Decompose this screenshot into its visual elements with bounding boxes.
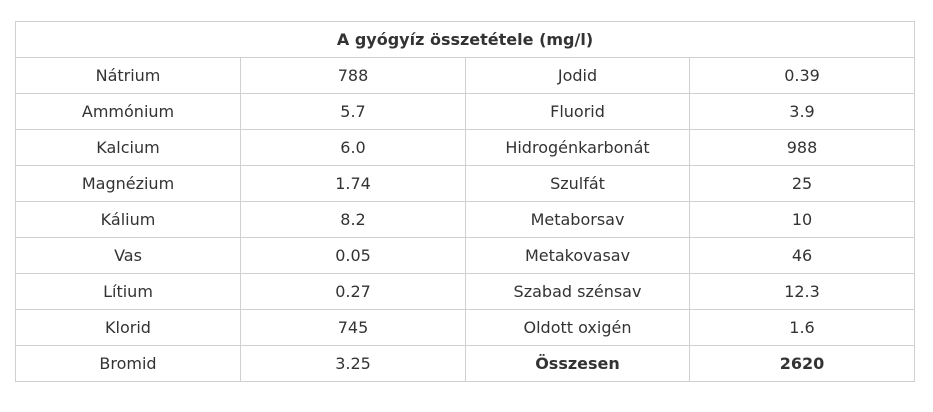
- element-name: Metaborsav: [465, 201, 690, 238]
- element-name: Nátrium: [15, 57, 241, 94]
- table-row: Kalcium 6.0 Hidrogénkarbonát 988: [15, 129, 916, 166]
- element-value: 6.0: [240, 129, 466, 166]
- table-row: Ammónium 5.7 Fluorid 3.9: [15, 93, 916, 130]
- element-name: Jodid: [465, 57, 690, 94]
- element-value: 745: [240, 309, 466, 346]
- element-value: 988: [688, 129, 916, 166]
- element-value: 12.3: [688, 273, 916, 310]
- element-value: 3.9: [688, 93, 916, 130]
- element-name: Összesen: [465, 345, 690, 382]
- element-name: Ammónium: [15, 93, 241, 130]
- table-body: Nátrium 788 Jodid 0.39 Ammónium 5.7 Fluorid 3.9…: [15, 57, 916, 382]
- table-row: Magnézium 1.74 Szulfát 25: [15, 165, 916, 202]
- element-value: 788: [240, 57, 466, 94]
- element-name: Magnézium: [15, 165, 241, 202]
- element-value: 3.25: [240, 345, 466, 382]
- element-value: 2620: [688, 345, 916, 382]
- table-title: A gyógyíz összetétele (mg/l): [14, 21, 916, 58]
- table-row: Nátrium 788 Jodid 0.39: [15, 57, 916, 94]
- table-row: Lítium 0.27 Szabad szénsav 12.3: [15, 273, 916, 310]
- composition-table: A gyógyíz összetétele (mg/l) Nátrium 788 J…: [14, 21, 916, 382]
- element-name: Lítium: [15, 273, 241, 310]
- table-row: Klorid 745 Oldott oxigén 1.6: [15, 309, 916, 346]
- element-name: Szulfát: [465, 165, 690, 202]
- element-value: 5.7: [240, 93, 466, 130]
- element-name: Vas: [15, 237, 241, 274]
- table-row: Vas 0.05 Metakovasav 46: [15, 237, 916, 274]
- element-name: Hidrogénkarbonát: [465, 129, 690, 166]
- element-name: Fluorid: [465, 93, 690, 130]
- element-name: Metakovasav: [465, 237, 690, 274]
- element-name: Klorid: [15, 309, 241, 346]
- table-row: Bromid 3.25 Összesen 2620: [15, 345, 916, 382]
- element-value: 25: [688, 165, 916, 202]
- element-value: 46: [688, 237, 916, 274]
- element-value: 0.05: [240, 237, 466, 274]
- element-name: Oldott oxigén: [465, 309, 690, 346]
- element-value: 0.27: [240, 273, 466, 310]
- element-name: Kálium: [15, 201, 241, 238]
- element-name: Bromid: [15, 345, 241, 382]
- element-value: 10: [688, 201, 916, 238]
- element-value: 0.39: [688, 57, 916, 94]
- element-name: Kalcium: [15, 129, 241, 166]
- title-row: A gyógyíz összetétele (mg/l): [14, 21, 916, 58]
- element-name: Szabad szénsav: [465, 273, 690, 310]
- element-value: 1.74: [240, 165, 466, 202]
- element-value: 8.2: [240, 201, 466, 238]
- table-container: A gyógyíz összetétele (mg/l) Nátrium 788 J…: [14, 21, 916, 382]
- table-row: Kálium 8.2 Metaborsav 10: [15, 201, 916, 238]
- element-value: 1.6: [688, 309, 916, 346]
